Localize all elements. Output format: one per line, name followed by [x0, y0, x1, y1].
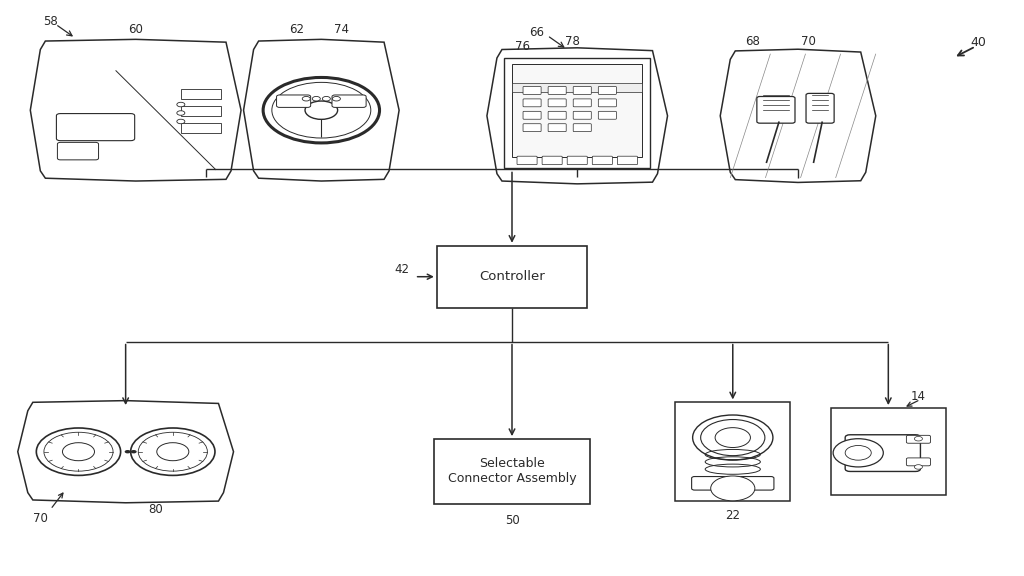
FancyBboxPatch shape: [573, 124, 591, 132]
Circle shape: [177, 119, 185, 124]
FancyBboxPatch shape: [906, 435, 931, 444]
FancyBboxPatch shape: [276, 95, 310, 107]
FancyBboxPatch shape: [512, 63, 642, 157]
FancyBboxPatch shape: [675, 402, 791, 501]
Circle shape: [36, 428, 121, 475]
FancyBboxPatch shape: [757, 97, 795, 123]
FancyBboxPatch shape: [517, 156, 537, 165]
Text: Selectable
Connector Assembly: Selectable Connector Assembly: [447, 457, 577, 486]
PathPatch shape: [17, 401, 233, 503]
Circle shape: [302, 96, 310, 101]
FancyBboxPatch shape: [548, 111, 566, 119]
Text: 80: 80: [148, 503, 163, 516]
Text: 50: 50: [505, 514, 519, 528]
PathPatch shape: [720, 49, 876, 183]
FancyBboxPatch shape: [548, 99, 566, 107]
Circle shape: [715, 427, 751, 448]
FancyBboxPatch shape: [806, 93, 835, 123]
Circle shape: [845, 445, 871, 460]
FancyBboxPatch shape: [617, 156, 637, 165]
Circle shape: [711, 476, 755, 501]
FancyBboxPatch shape: [56, 113, 135, 141]
Text: 60: 60: [128, 23, 143, 36]
FancyBboxPatch shape: [512, 84, 642, 92]
Circle shape: [914, 437, 923, 441]
Circle shape: [834, 439, 884, 467]
FancyBboxPatch shape: [573, 86, 591, 94]
FancyBboxPatch shape: [542, 156, 562, 165]
FancyBboxPatch shape: [592, 156, 612, 165]
FancyBboxPatch shape: [691, 476, 774, 490]
FancyBboxPatch shape: [434, 439, 590, 504]
Circle shape: [131, 450, 136, 453]
Circle shape: [305, 101, 338, 119]
Circle shape: [914, 465, 923, 469]
FancyBboxPatch shape: [573, 99, 591, 107]
FancyBboxPatch shape: [505, 58, 650, 168]
Text: 66: 66: [529, 26, 545, 39]
FancyBboxPatch shape: [548, 124, 566, 132]
FancyBboxPatch shape: [845, 435, 921, 471]
FancyBboxPatch shape: [332, 95, 367, 107]
Text: 22: 22: [725, 509, 740, 522]
FancyBboxPatch shape: [181, 89, 221, 99]
FancyBboxPatch shape: [523, 111, 541, 119]
Text: 76: 76: [514, 40, 529, 53]
Text: 78: 78: [565, 35, 580, 48]
PathPatch shape: [31, 39, 241, 181]
Text: 40: 40: [971, 36, 986, 49]
FancyBboxPatch shape: [573, 111, 591, 119]
Text: 42: 42: [394, 263, 410, 276]
Circle shape: [692, 415, 773, 460]
Text: 62: 62: [289, 23, 304, 36]
Circle shape: [177, 103, 185, 107]
FancyBboxPatch shape: [830, 408, 946, 495]
Text: 68: 68: [745, 35, 760, 48]
PathPatch shape: [487, 48, 668, 184]
FancyBboxPatch shape: [548, 86, 566, 94]
Circle shape: [333, 96, 340, 101]
FancyBboxPatch shape: [436, 245, 588, 308]
Circle shape: [323, 96, 331, 101]
PathPatch shape: [244, 39, 399, 181]
FancyBboxPatch shape: [523, 86, 541, 94]
Circle shape: [125, 450, 131, 453]
FancyBboxPatch shape: [523, 99, 541, 107]
FancyBboxPatch shape: [523, 124, 541, 132]
FancyBboxPatch shape: [598, 99, 616, 107]
Text: 14: 14: [911, 390, 926, 403]
Text: 74: 74: [334, 23, 349, 36]
Circle shape: [62, 443, 94, 461]
FancyBboxPatch shape: [598, 111, 616, 119]
FancyBboxPatch shape: [181, 123, 221, 133]
FancyBboxPatch shape: [567, 156, 588, 165]
Text: 70: 70: [801, 35, 815, 48]
Circle shape: [131, 428, 215, 475]
FancyBboxPatch shape: [906, 458, 931, 466]
Circle shape: [157, 443, 188, 461]
Text: Controller: Controller: [479, 270, 545, 283]
FancyBboxPatch shape: [598, 86, 616, 94]
Circle shape: [312, 96, 321, 101]
Text: 58: 58: [43, 15, 57, 28]
Circle shape: [700, 419, 765, 456]
FancyBboxPatch shape: [181, 105, 221, 116]
FancyBboxPatch shape: [57, 142, 98, 160]
Circle shape: [177, 111, 185, 115]
Text: 70: 70: [33, 511, 48, 525]
